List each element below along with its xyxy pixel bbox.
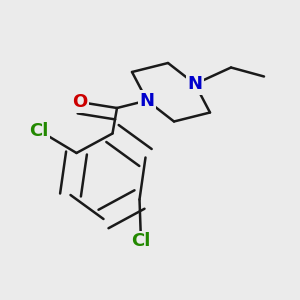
Text: Cl: Cl [29,122,49,140]
Text: N: N [188,75,202,93]
Text: O: O [72,93,87,111]
Text: Cl: Cl [131,232,151,250]
Text: N: N [140,92,154,110]
